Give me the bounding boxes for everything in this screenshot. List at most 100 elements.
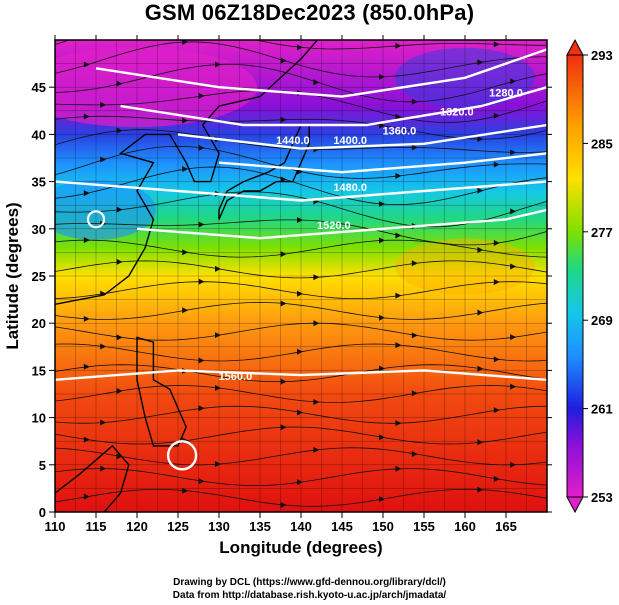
- wind-arrow: [100, 156, 107, 163]
- wind-arrow: [182, 117, 189, 124]
- wind-arrow: [477, 59, 484, 66]
- wind-arrow: [83, 436, 90, 443]
- wind-arrow: [198, 92, 205, 99]
- wind-arrow: [379, 495, 385, 502]
- wind-arrow: [493, 278, 500, 285]
- contour-label: 1440.0: [276, 135, 310, 147]
- contour-label: 1280.0: [489, 88, 523, 100]
- wind-arrow: [116, 387, 123, 394]
- y-tick-label: 25: [32, 269, 46, 284]
- wind-arrow: [510, 334, 517, 341]
- wind-arrow: [83, 190, 90, 197]
- streamline: [55, 239, 547, 258]
- wind-arrow: [280, 300, 287, 307]
- wind-arrow: [379, 434, 385, 441]
- wind-arrow: [83, 113, 90, 120]
- contour-label: 1480.0: [333, 182, 367, 194]
- wind-arrow: [379, 365, 385, 372]
- wind-arrow: [116, 453, 123, 460]
- wind-arrow: [198, 478, 205, 485]
- contour-label: 1400.0: [333, 135, 367, 147]
- wind-arrow: [297, 290, 303, 297]
- wind-arrow: [477, 365, 484, 372]
- wind-arrow: [280, 378, 287, 385]
- wind-arrow: [477, 486, 484, 493]
- wind-arrow: [280, 424, 287, 431]
- wind-arrow: [83, 315, 90, 322]
- wind-arrow: [182, 40, 189, 46]
- contour-label: 1320.0: [440, 107, 474, 119]
- wind-arrow: [182, 487, 189, 494]
- x-axis-label: Longitude (degrees): [219, 538, 382, 557]
- contour-label: 1520.0: [317, 220, 351, 232]
- wind-arrow: [411, 144, 418, 151]
- wind-arrow: [182, 307, 189, 314]
- streamline: [55, 301, 547, 320]
- y-tick-label: 40: [32, 127, 46, 142]
- wind-arrow: [100, 27, 106, 33]
- contour-label: 1360.0: [383, 125, 417, 137]
- contour-label: 1560.0: [219, 371, 253, 383]
- wind-arrow: [510, 78, 517, 85]
- colorbar-tick-label: 285: [591, 136, 613, 151]
- wind-arrow: [395, 420, 402, 427]
- cold-patch: [55, 47, 257, 128]
- wind-arrow: [411, 98, 418, 105]
- wind-arrow: [215, 332, 221, 339]
- chart-title: GSM 06Z18Dec2023 (850.0hPa): [144, 0, 475, 25]
- height-contour: [136, 208, 547, 240]
- wind-arrow: [411, 451, 418, 458]
- wind-arrow: [379, 237, 385, 244]
- wind-arrow: [395, 292, 402, 299]
- height-contour: [218, 152, 547, 174]
- x-tick-label: 130: [208, 519, 230, 534]
- wind-arrow: [100, 101, 107, 108]
- wind-arrow: [116, 127, 123, 134]
- y-tick-label: 30: [32, 222, 46, 237]
- x-tick-label: 115: [86, 519, 107, 534]
- height-contour: [177, 123, 547, 150]
- wind-arrow: [395, 42, 402, 49]
- wind-arrow: [83, 61, 90, 68]
- x-tick-label: 110: [45, 519, 66, 534]
- y-tick-label: 15: [32, 363, 46, 378]
- x-tick-label: 150: [372, 519, 394, 534]
- wind-arrow: [510, 149, 517, 156]
- x-tick-label: 165: [495, 519, 517, 534]
- wind-arrow: [395, 465, 402, 472]
- y-tick-label: 35: [32, 175, 46, 190]
- wind-arrow: [313, 446, 320, 453]
- wind-arrow: [198, 221, 205, 228]
- wind-arrow: [297, 409, 303, 416]
- wind-arrow: [116, 206, 123, 213]
- wind-arrow: [477, 309, 484, 316]
- streamline: [55, 385, 547, 403]
- wind-arrow: [411, 332, 418, 339]
- x-tick-label: 155: [413, 519, 435, 534]
- wind-arrow: [83, 237, 90, 244]
- wind-arrow: [215, 61, 221, 68]
- y-tick-label: 20: [32, 316, 46, 331]
- x-tick-label: 140: [290, 519, 312, 534]
- height-contour-low: [86, 210, 106, 229]
- credit-data: Data from http://database.rish.kyoto-u.a…: [172, 590, 447, 601]
- wind-arrow: [297, 348, 303, 355]
- streamline: [55, 166, 547, 205]
- wind-arrow: [182, 165, 189, 172]
- coastline-borneo: [55, 444, 130, 512]
- wind-arrow: [395, 113, 402, 120]
- wind-arrow: [215, 460, 221, 467]
- x-tick-label: 125: [167, 519, 189, 534]
- y-tick-label: 10: [32, 411, 46, 426]
- colorbar: 253 261 269 277 285 293: [566, 38, 613, 514]
- wind-arrow: [83, 493, 90, 500]
- coastline-asia: [55, 40, 318, 305]
- wind-arrow: [313, 274, 320, 281]
- wind-arrow: [510, 208, 517, 215]
- streamline: [55, 63, 547, 103]
- colorbar-tick-label: 277: [591, 225, 613, 240]
- x-tick-label: 145: [331, 519, 353, 534]
- wind-arrow: [116, 334, 123, 341]
- height-contour-low: [166, 440, 198, 471]
